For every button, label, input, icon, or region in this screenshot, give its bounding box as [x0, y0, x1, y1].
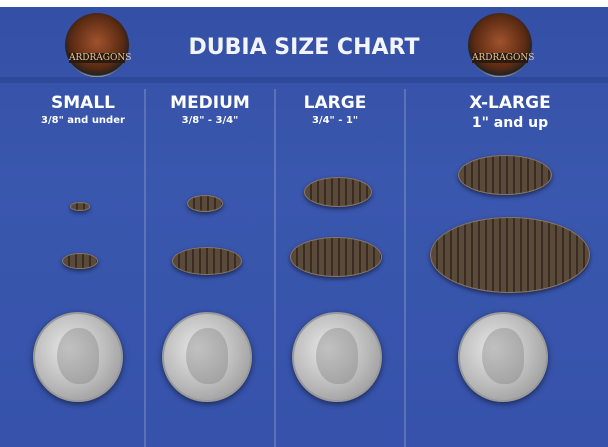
ardragons-logo-left: ARDRAGONS [65, 13, 132, 77]
quarter-coin [33, 312, 123, 402]
column-divider [144, 89, 146, 447]
quarter-coin [458, 312, 548, 402]
column-xlarge: X-LARGE 1" and up [435, 93, 585, 131]
chart-title: DUBIA SIZE CHART [188, 35, 420, 60]
size-range: 1" and up [471, 115, 549, 131]
logo-text: ARDRAGONS [472, 53, 535, 63]
size-range: 3/8" and under [41, 115, 125, 126]
size-chart: ARDRAGONS ARDRAGONS DUBIA SIZE CHART SMA… [0, 7, 608, 447]
roach-xlarge-1 [458, 155, 552, 195]
column-medium: MEDIUM 3/8" - 3/4" [135, 93, 285, 126]
header-band [0, 77, 608, 83]
roach-small-2 [62, 253, 98, 269]
roach-small-1 [70, 202, 90, 211]
size-range: 3/8" - 3/4" [181, 115, 239, 126]
column-divider [404, 89, 406, 447]
roach-medium-2 [172, 247, 242, 275]
column-small: SMALL 3/8" and under [8, 93, 158, 126]
column-large: LARGE 3/4" - 1" [260, 93, 410, 126]
quarter-coin [292, 312, 382, 402]
ardragons-logo-right: ARDRAGONS [468, 13, 535, 77]
quarter-coin [162, 312, 252, 402]
size-name: SMALL [51, 93, 115, 113]
roach-large-2 [290, 237, 382, 277]
logo-text: ARDRAGONS [69, 53, 132, 63]
size-name: LARGE [303, 93, 367, 113]
size-range: 3/4" - 1" [311, 115, 359, 126]
roach-large-1 [304, 177, 372, 207]
column-divider [274, 89, 276, 447]
size-name: MEDIUM [170, 93, 250, 113]
size-name: X-LARGE [469, 93, 551, 113]
roach-medium-1 [187, 195, 223, 212]
roach-xlarge-2 [430, 217, 590, 293]
